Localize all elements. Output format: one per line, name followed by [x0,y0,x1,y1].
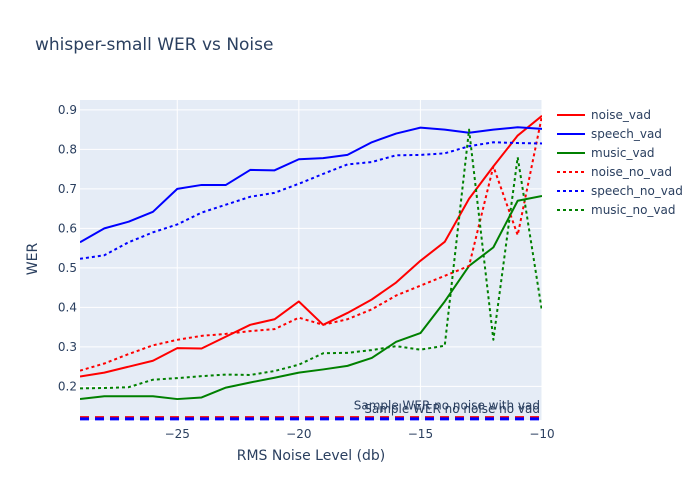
plot-area [80,100,542,420]
legend-entry: music_no_vad [591,203,676,217]
y-tick-label: 0.7 [58,182,77,196]
x-tick-label: −20 [286,427,311,441]
reference-line-label: Sample WER no noise no vad [364,402,540,416]
tick-labels: −25 −20 −15 −10 0.2 0.3 0.4 0.5 0.6 0.7 0.8 0.9 [58,103,555,441]
legend-entry: noise_no_vad [591,165,672,179]
y-tick-label: 0.4 [58,300,77,314]
reference-lines [80,416,542,421]
legend-entry: music_vad [591,146,655,160]
x-tick-label: −25 [165,427,190,441]
y-tick-label: 0.3 [58,340,77,354]
series-line-speech_no_vad [80,141,542,260]
legend-entry: speech_vad [591,127,662,141]
y-tick-label: 0.9 [58,103,77,117]
series-line-music_vad [80,195,542,401]
series-line-music_no_vad [80,128,542,390]
y-tick-label: 0.5 [58,261,77,275]
legend: noise_vad speech_vad music_vad noise_no_vad… [557,108,683,217]
x-tick-label: −10 [529,427,554,441]
x-axis-title: RMS Noise Level (db) [237,448,386,464]
reference-line-label: Sample WER no noise with vad [354,399,540,413]
y-tick-label: 0.2 [58,379,77,393]
y-tick-label: 0.6 [58,221,77,235]
y-axis-title: WER [25,243,41,276]
series-line-noise_vad [80,115,542,378]
legend-entry: noise_vad [591,108,651,122]
y-tick-label: 0.8 [58,142,77,156]
series-lines [80,115,542,401]
x-tick-label: −15 [408,427,433,441]
chart-title: whisper-small WER vs Noise [35,35,273,55]
series-line-speech_vad [80,126,542,244]
legend-entry: speech_no_vad [591,184,683,198]
grid [80,100,543,420]
